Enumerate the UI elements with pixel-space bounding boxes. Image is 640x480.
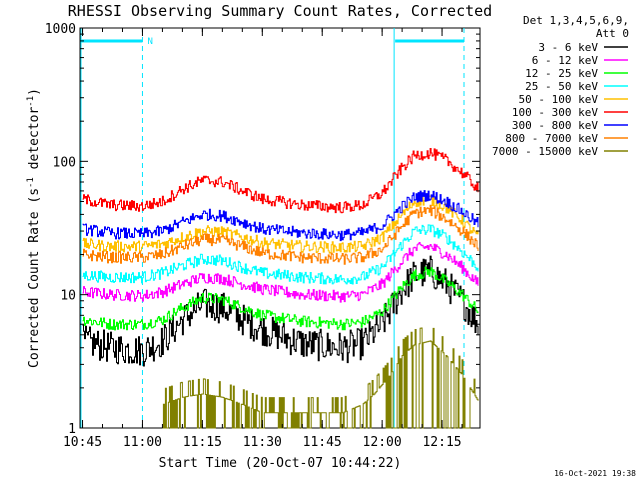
series-line-8 — [82, 204, 479, 265]
y-axis-label-part3: ) — [27, 88, 42, 96]
legend-entry-label: 800 - 7000 keV — [505, 132, 598, 145]
footer-timestamp: 16-Oct-2021 19:38 — [554, 469, 636, 478]
x-tick-label: 11:15 — [183, 435, 222, 450]
y-tick-label: 100 — [53, 155, 76, 170]
x-axis-label: Start Time (20-Oct-07 10:44:22) — [159, 456, 402, 471]
legend-entry-label: 3 - 6 keV — [538, 41, 598, 54]
y-axis-label: Corrected Count Rate (s-1 detector-1) — [26, 88, 42, 368]
legend-entry-label: 50 - 100 keV — [519, 93, 599, 106]
series-line-6 — [82, 148, 479, 214]
legend-header: Att 0 — [596, 27, 629, 40]
x-tick-label: 11:30 — [243, 435, 282, 450]
series-line-2 — [82, 242, 479, 303]
y-axis-label-part1: Corrected Count Rate (s — [27, 188, 42, 368]
legend-entry-label: 6 - 12 keV — [532, 54, 599, 67]
legend-header: Det 1,3,4,5,6,9, — [523, 14, 629, 27]
y-tick-label: 10 — [60, 289, 76, 304]
axes-layer: 1 10 100 1000 10:45 11:00 11:15 11:30 11:45 12:00… — [45, 22, 480, 450]
series-layer — [82, 148, 479, 429]
y-axis-label-part2: detector — [27, 107, 42, 178]
series-line-4 — [82, 224, 479, 285]
legend-entry-label: 25 - 50 keV — [525, 80, 598, 93]
x-tick-label: 12:00 — [363, 435, 402, 450]
legend-entry-label: 7000 - 15000 keV — [492, 145, 598, 158]
series-line-5 — [82, 194, 479, 254]
x-tick-label: 12:15 — [422, 435, 461, 450]
y-tick-label: 1000 — [45, 22, 76, 37]
marker-layer: N — [80, 28, 465, 428]
x-tick-label: 11:45 — [303, 435, 342, 450]
legend-entry-label: 300 - 800 keV — [512, 119, 598, 132]
y-tick-label: 1 — [68, 422, 76, 437]
series-line-3 — [82, 266, 479, 331]
annotation-label: N — [147, 37, 152, 47]
legend-entry-label: 100 - 300 keV — [512, 106, 598, 119]
legend-entry-label: 12 - 25 keV — [525, 67, 598, 80]
series-line-1 — [82, 255, 479, 367]
series-line-7 — [82, 190, 479, 242]
x-tick-label: 10:45 — [63, 435, 102, 450]
x-tick-label: 11:00 — [123, 435, 162, 450]
chart-title: RHESSI Observing Summary Count Rates, Co… — [68, 2, 492, 20]
series-line-9 — [162, 327, 479, 429]
y-axis-label-sup2: -1 — [26, 96, 36, 107]
y-axis-label-sup1: -1 — [26, 177, 36, 188]
